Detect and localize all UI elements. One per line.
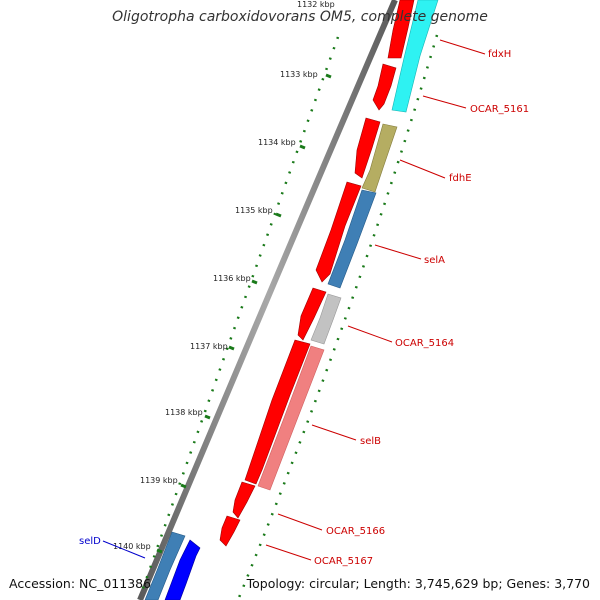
kbp-label: 1140 kbp: [113, 542, 151, 551]
gene-label-OCAR_5164[interactable]: OCAR_5164: [395, 338, 454, 349]
gene-block-olive: [361, 123, 398, 193]
gene-label-OCAR_5166[interactable]: OCAR_5166: [326, 526, 385, 537]
gene-block-gray: [310, 293, 342, 345]
gene-block-salmon: [257, 345, 325, 491]
cds-arrow: [232, 481, 256, 519]
kbp-label: 1139 kbp: [140, 476, 178, 485]
kbp-ticks: [156, 73, 332, 554]
kbp-label: 1133 kbp: [280, 70, 318, 79]
accession-label: Accession: NC_011386: [9, 576, 152, 591]
gene-label-OCAR_5161[interactable]: OCAR_5161: [470, 104, 529, 115]
gene-label-fdhE[interactable]: fdhE: [449, 173, 472, 184]
tick-track-outer: [138, 36, 340, 598]
gene-label-OCAR_5167[interactable]: OCAR_5167: [314, 556, 373, 567]
cds-arrow: [244, 339, 311, 485]
gene-label-selB[interactable]: selB: [360, 436, 381, 447]
kbp-label: 1134 kbp: [258, 138, 296, 147]
kbp-label: 1138 kbp: [165, 408, 203, 417]
tick-track-inner: [236, 34, 439, 600]
cds-arrow: [354, 117, 381, 179]
cds-arrow: [315, 181, 362, 283]
kbp-label: 1132 kbp: [297, 0, 335, 9]
kbp-label: 1137 kbp: [190, 342, 228, 351]
cds-arrow-blue: [164, 539, 201, 600]
gene-block-steelblue: [327, 189, 377, 289]
cds-arrow: [372, 63, 397, 111]
genome-summary: Topology: circular; Length: 3,745,629 bp…: [246, 576, 590, 591]
gene-block-selD: [144, 531, 186, 600]
map-title: Oligotropha carboxidovorans OM5, complet…: [112, 9, 488, 25]
cds-arrow: [297, 287, 327, 341]
gene-label-fdxH[interactable]: fdxH: [488, 49, 511, 60]
gene-label-selD[interactable]: selD: [79, 536, 101, 547]
gene-label-selA[interactable]: selA: [424, 255, 445, 266]
cds-arrow: [387, 0, 415, 59]
kbp-label: 1136 kbp: [213, 274, 251, 283]
kbp-label: 1135 kbp: [235, 206, 273, 215]
cds-arrow: [219, 515, 241, 547]
gene-block-cyan: [391, 0, 439, 113]
genome-backbone: [137, 0, 398, 600]
